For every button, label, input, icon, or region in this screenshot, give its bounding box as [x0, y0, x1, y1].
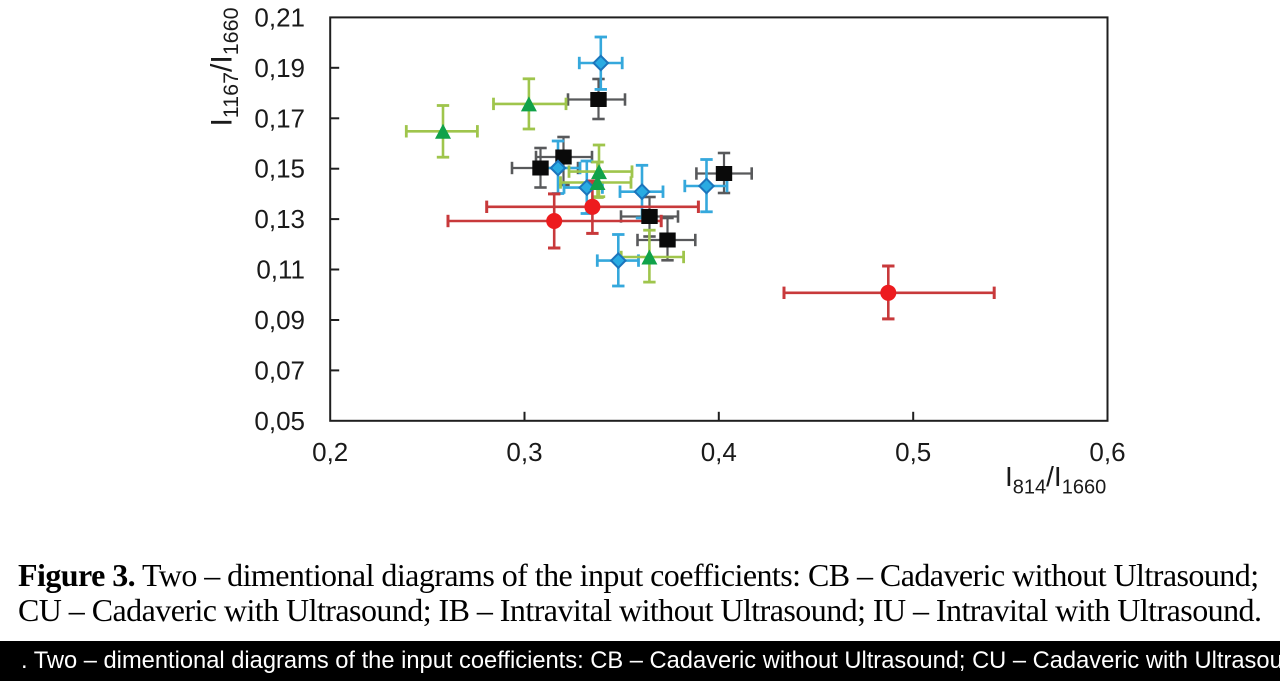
svg-text:0,3: 0,3	[506, 437, 542, 467]
svg-text:0,2: 0,2	[312, 437, 348, 467]
svg-text:I1167/I1660: I1167/I1660	[206, 7, 244, 126]
svg-text:0,4: 0,4	[701, 437, 737, 467]
svg-text:0,17: 0,17	[254, 103, 305, 133]
svg-text:0,07: 0,07	[254, 355, 305, 385]
svg-text:0,09: 0,09	[254, 305, 305, 335]
svg-text:0,6: 0,6	[1089, 437, 1125, 467]
svg-text:0,05: 0,05	[254, 406, 305, 436]
svg-text:0,13: 0,13	[254, 204, 305, 234]
svg-text:0,21: 0,21	[254, 2, 305, 32]
svg-text:0,11: 0,11	[256, 255, 305, 285]
svg-text:0,5: 0,5	[895, 437, 931, 467]
svg-text:0,19: 0,19	[254, 53, 305, 83]
svg-text:0,15: 0,15	[254, 154, 305, 184]
